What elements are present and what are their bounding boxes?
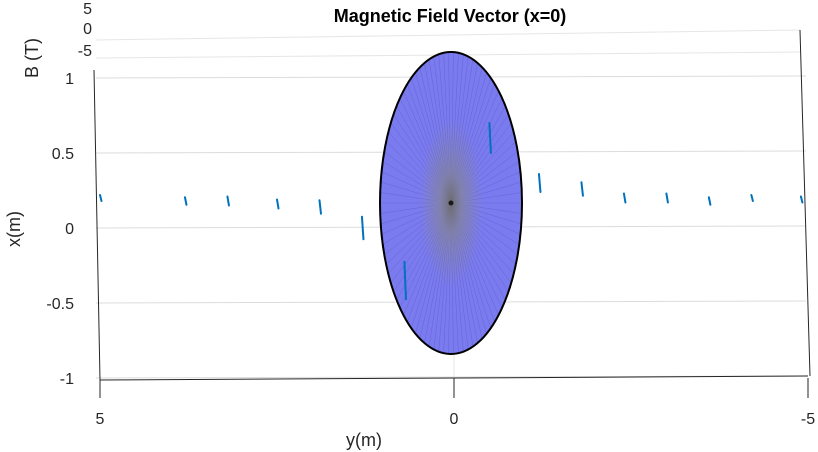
field-vector (799, 195, 804, 204)
x-tick-label: -5 (801, 411, 815, 428)
field-vector (707, 196, 712, 206)
ellipse-edge (379, 51, 523, 355)
x-tick-labels: 5 0 -5 (96, 378, 815, 428)
field-ellipse (379, 51, 523, 355)
field-vector (665, 192, 669, 204)
y-tick-labels: 1 0.5 0 -0.5 -1 (46, 71, 74, 388)
field-vector (99, 194, 103, 202)
x-tick-label: 5 (96, 411, 105, 428)
x-tick-label: 0 (450, 411, 459, 428)
grid-line-top (95, 29, 801, 41)
y-tick-label: 1 (65, 71, 74, 88)
field-vector (183, 196, 188, 206)
field-vector (580, 181, 584, 197)
field-vector (276, 198, 280, 210)
z-tick-label: -5 (78, 43, 92, 60)
left-axis-line (93, 69, 101, 381)
z-axis-label: B (T) (22, 38, 42, 78)
y-axis-label: x(m) (4, 211, 24, 247)
z-tick-label: 0 (83, 21, 92, 38)
field-vector (537, 173, 542, 193)
field-vector (318, 199, 322, 215)
field-vector (360, 215, 365, 241)
ellipse-center (448, 200, 454, 206)
z-tick-labels: 5 0 -5 (78, 1, 92, 60)
field-vector (750, 194, 754, 202)
y-tick-label: -0.5 (46, 296, 74, 313)
y-tick-label: -1 (60, 371, 74, 388)
field-vectors (99, 122, 804, 301)
field-vector (622, 192, 627, 204)
field-vector (403, 260, 407, 301)
field-vector (488, 122, 492, 154)
y-tick-label: 0.5 (52, 146, 74, 163)
y-tick-label: 0 (65, 221, 74, 238)
right-axis-line (799, 29, 811, 377)
field-vector (226, 195, 230, 207)
x-axis-label: y(m) (346, 430, 382, 450)
z-tick-label: 5 (83, 1, 92, 18)
chart-title: Magnetic Field Vector (x=0) (334, 6, 567, 26)
